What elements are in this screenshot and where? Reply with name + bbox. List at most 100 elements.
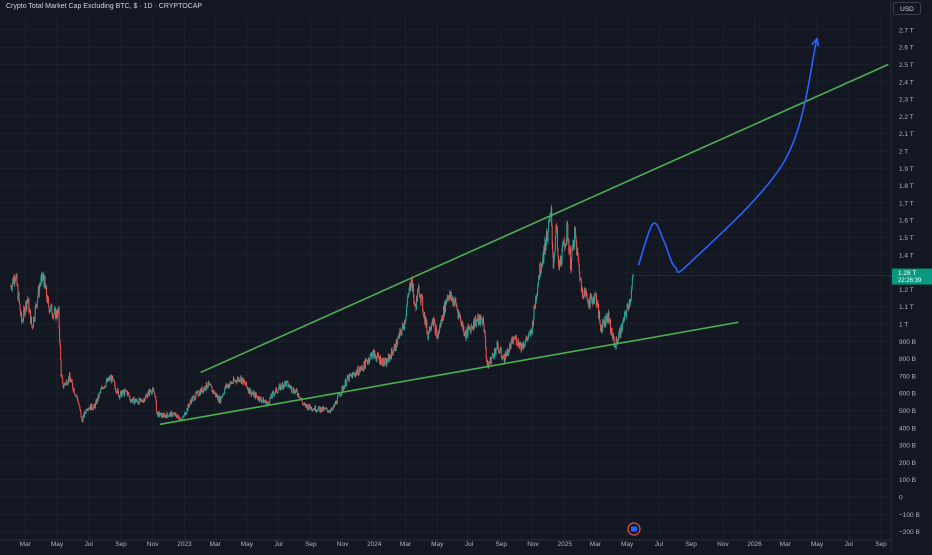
candle-body: [212, 390, 214, 394]
x-tick-label: 2023: [177, 541, 192, 548]
x-tick-label: May: [811, 541, 824, 548]
candle-body: [453, 300, 455, 306]
candle-body: [219, 397, 221, 403]
candle-body: [458, 311, 460, 313]
drawings[interactable]: [159, 36, 889, 426]
candle-body: [21, 312, 23, 323]
candle-body: [155, 400, 157, 412]
upper-trendline[interactable]: [200, 63, 889, 374]
candle-body: [407, 295, 409, 297]
candle-body: [214, 392, 216, 394]
candle-body: [281, 387, 283, 389]
candle-body: [495, 349, 497, 355]
candle-body: [414, 304, 416, 306]
candle-body: [489, 361, 491, 363]
candle-body: [183, 413, 185, 416]
candle-body: [364, 364, 366, 369]
candle-body: [422, 297, 424, 311]
candle-body: [366, 359, 368, 363]
candle-body: [292, 387, 294, 392]
candle-body: [255, 393, 257, 396]
candle-body: [437, 330, 439, 338]
candle-body: [353, 373, 355, 375]
candle-body: [575, 238, 577, 243]
candle-body: [432, 319, 434, 323]
candle-body: [232, 382, 234, 384]
candle-body: [568, 251, 570, 253]
candle-body: [311, 409, 313, 411]
candle-body: [613, 338, 615, 348]
candle-body: [411, 278, 413, 283]
candle-body: [603, 321, 605, 326]
candle-body: [184, 412, 186, 415]
candle-body: [118, 395, 120, 397]
candle-body: [374, 351, 376, 356]
candle-body: [264, 401, 266, 403]
candle-body: [70, 378, 72, 382]
candle-body: [578, 264, 580, 273]
candle-body: [425, 316, 427, 326]
candle-body: [29, 309, 31, 311]
candle-body: [152, 388, 154, 390]
projection-path[interactable]: [637, 38, 818, 274]
candle-body: [254, 392, 256, 399]
candle-body: [293, 387, 295, 393]
candle-body: [182, 416, 184, 417]
candle-body: [552, 244, 554, 255]
candle-body: [344, 380, 346, 386]
candle-body: [130, 399, 132, 401]
candle-body: [440, 319, 442, 328]
candle-body: [113, 378, 115, 382]
candle-body: [59, 341, 61, 347]
candle-body: [458, 311, 460, 318]
candle-body: [345, 384, 347, 387]
candle-body: [591, 296, 593, 301]
candle-body: [326, 409, 328, 412]
currency-button[interactable]: USD: [893, 2, 921, 15]
candle-body: [396, 340, 398, 347]
candle-body: [158, 411, 160, 413]
candle-body: [428, 331, 430, 334]
candle-body: [173, 413, 175, 414]
candle-body: [211, 387, 213, 393]
candle-body: [110, 375, 112, 380]
candle-body: [286, 380, 288, 382]
candle-body: [340, 394, 342, 396]
x-tick-label: Nov: [337, 541, 349, 548]
candle-body: [140, 398, 142, 400]
candle-body: [88, 407, 90, 409]
candle-body: [142, 401, 144, 403]
y-tick-label: 1.6 T: [899, 218, 914, 225]
candle-body: [167, 415, 169, 418]
candle-body: [341, 386, 343, 394]
candle-body: [244, 381, 246, 385]
candle-body: [429, 329, 431, 331]
candle-body: [271, 397, 273, 399]
candle-body: [109, 376, 111, 381]
candle-body: [26, 298, 28, 302]
candle-body: [71, 379, 73, 384]
candle-body: [297, 393, 299, 397]
candle-body: [138, 398, 140, 405]
candle-body: [112, 378, 114, 380]
candle-body: [382, 358, 384, 366]
candle-body: [619, 336, 621, 338]
candle-body: [290, 386, 292, 387]
candle-body: [245, 381, 247, 386]
candle-body: [317, 408, 319, 412]
candle-body: [194, 398, 196, 400]
lower-trendline[interactable]: [159, 321, 739, 426]
candle-body: [198, 395, 200, 396]
candle-body: [146, 394, 148, 399]
candle-body: [512, 341, 514, 344]
candle-body: [314, 405, 316, 411]
candle-body: [615, 337, 617, 349]
candle-body: [260, 399, 262, 403]
candle-body: [237, 377, 239, 380]
candle-body: [17, 286, 19, 300]
candle-body: [555, 225, 557, 227]
candle-body: [467, 325, 469, 329]
candle-body: [147, 395, 149, 399]
